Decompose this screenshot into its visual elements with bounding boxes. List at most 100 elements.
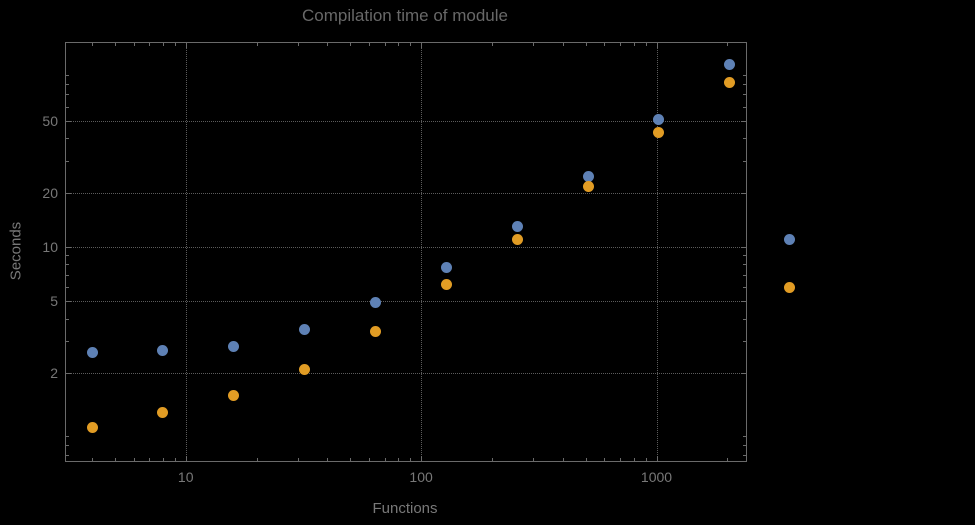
data-point-series-1 <box>440 261 452 273</box>
chart-title: Compilation time of module <box>302 6 508 25</box>
x-tick-mark <box>645 458 647 461</box>
x-tick-mark <box>384 458 386 461</box>
x-tick-mark <box>398 43 400 46</box>
x-tick-mark <box>633 43 635 46</box>
y-tick-mark <box>743 83 746 85</box>
legend-marker-series-2-marker <box>784 282 795 293</box>
x-tick-mark <box>256 458 258 461</box>
y-tick-mark <box>66 372 71 374</box>
legend <box>784 234 795 293</box>
y-gridline <box>66 301 746 303</box>
y-tick-mark <box>66 106 69 108</box>
data-point-series-1 <box>653 113 665 125</box>
x-tick-mark <box>298 43 300 46</box>
y-tick-mark <box>743 444 746 446</box>
y-tick-mark <box>743 286 746 288</box>
x-tick-mark <box>350 458 352 461</box>
y-tick-mark <box>66 444 69 446</box>
data-point-series-1 <box>228 341 240 353</box>
x-tick-mark <box>92 458 94 461</box>
x-tick-mark <box>533 458 535 461</box>
y-tick-mark <box>66 264 69 266</box>
x-tick-mark <box>327 458 329 461</box>
x-tick-mark <box>620 458 622 461</box>
x-tick-mark <box>368 43 370 46</box>
x-tick-mark <box>149 458 151 461</box>
data-point-series-2 <box>86 421 98 433</box>
y-gridline <box>66 120 746 122</box>
y-tick-mark <box>743 435 746 437</box>
x-tick-mark <box>562 458 564 461</box>
y-tick-mark <box>66 286 69 288</box>
y-tick-mark <box>66 83 69 85</box>
data-point-series-1 <box>157 345 169 357</box>
x-tick-mark <box>491 458 493 461</box>
y-tick-mark <box>743 255 746 257</box>
y-tick-mark <box>743 264 746 266</box>
y-tick-label: 10 <box>42 238 58 255</box>
data-point-series-1 <box>86 346 98 358</box>
data-point-series-1 <box>299 323 311 335</box>
x-tick-mark <box>410 458 412 461</box>
data-point-series-2 <box>511 233 523 245</box>
x-tick-mark <box>185 43 187 48</box>
x-tick-mark <box>327 43 329 46</box>
x-tick-mark <box>421 43 423 48</box>
x-gridline <box>421 43 423 461</box>
y-tick-mark <box>66 246 71 248</box>
x-tick-mark <box>185 456 187 461</box>
y-tick-mark <box>66 94 69 96</box>
y-tick-mark <box>66 120 71 122</box>
x-tick-label: 10 <box>177 469 194 485</box>
y-tick-mark <box>66 455 69 457</box>
x-tick-mark <box>92 43 94 46</box>
x-tick-mark <box>114 458 116 461</box>
y-tick-mark <box>743 106 746 108</box>
y-tick-label: 2 <box>50 364 58 381</box>
data-point-series-1 <box>369 297 381 309</box>
y-gridline <box>66 192 746 194</box>
y-tick-mark <box>66 138 69 140</box>
data-point-series-1 <box>724 58 736 70</box>
x-tick-mark <box>645 43 647 46</box>
data-point-series-2 <box>228 389 240 401</box>
y-tick-mark <box>743 341 746 343</box>
y-tick-mark <box>743 160 746 162</box>
x-tick-mark <box>174 43 176 46</box>
y-tick-mark <box>741 246 746 248</box>
data-point-series-2 <box>653 127 665 139</box>
x-tick-mark <box>585 458 587 461</box>
plot-area: 10 100 1000 2 5 10 20 50 <box>42 42 747 485</box>
data-point-series-2 <box>157 407 169 419</box>
x-tick-mark <box>727 458 729 461</box>
x-tick-mark <box>656 43 658 48</box>
x-tick-mark <box>491 43 493 46</box>
y-tick-mark <box>743 455 746 457</box>
y-tick-mark <box>743 318 746 320</box>
x-tick-mark <box>114 43 116 46</box>
x-tick-mark <box>162 458 164 461</box>
y-tick-mark <box>743 74 746 76</box>
data-point-series-2 <box>724 76 736 88</box>
x-tick-mark <box>256 43 258 46</box>
y-tick-label: 20 <box>42 184 58 201</box>
data-point-series-2 <box>299 363 311 375</box>
x-tick-mark <box>162 43 164 46</box>
x-tick-mark <box>633 458 635 461</box>
y-tick-mark <box>66 74 69 76</box>
x-tick-mark <box>585 43 587 46</box>
x-tick-mark <box>410 43 412 46</box>
x-tick-mark <box>149 43 151 46</box>
x-tick-mark <box>398 458 400 461</box>
y-tick-label: 50 <box>42 112 58 129</box>
y-tick-mark <box>741 372 746 374</box>
y-tick-mark <box>743 138 746 140</box>
x-tick-mark <box>350 43 352 46</box>
y-gridline <box>66 372 746 374</box>
legend-marker-series-1-marker <box>784 234 795 245</box>
data-point-series-1 <box>511 220 523 232</box>
x-tick-mark <box>604 43 606 46</box>
y-tick-mark <box>741 120 746 122</box>
x-tick-mark <box>368 458 370 461</box>
